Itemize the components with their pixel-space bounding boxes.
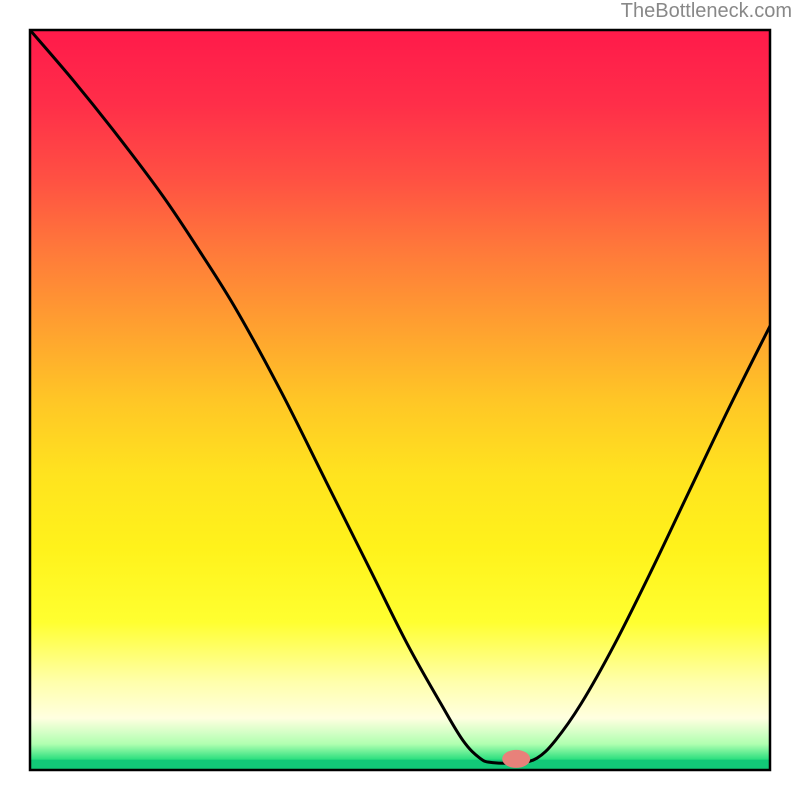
baseline-strip: [30, 760, 770, 770]
plot-background: [30, 30, 770, 770]
watermark-text: TheBottleneck.com: [621, 0, 792, 23]
chart-container: TheBottleneck.com: [0, 0, 800, 800]
bottleneck-chart: [0, 0, 800, 800]
optimal-marker: [502, 750, 530, 768]
